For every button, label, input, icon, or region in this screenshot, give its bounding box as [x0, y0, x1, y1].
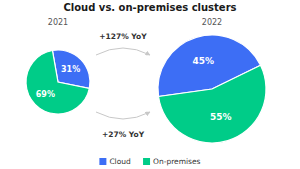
- arrow: [96, 112, 150, 119]
- chart: Cloud vs. on-premises clusters 2021 31% 69%…: [0, 0, 300, 169]
- data-label: 45%: [193, 56, 215, 66]
- legend: Cloud On-premises: [99, 157, 200, 166]
- pie: 31% 69%: [26, 50, 90, 114]
- arrow: [96, 48, 150, 55]
- legend-swatch: [143, 158, 150, 165]
- slice: [159, 65, 266, 143]
- legend-swatch: [99, 158, 106, 165]
- data-label: 69%: [36, 90, 55, 99]
- pie: 45% 55%: [158, 35, 266, 143]
- annotation: +127% YoY: [99, 32, 147, 41]
- data-label: 55%: [210, 112, 232, 122]
- legend-label: On-premises: [153, 157, 201, 166]
- slice: [26, 50, 89, 114]
- title: Cloud vs. on-premises clusters: [63, 2, 236, 13]
- annotation: +27% YoY: [102, 130, 145, 139]
- legend-label: Cloud: [109, 157, 131, 166]
- legend-item: Cloud: [99, 157, 131, 166]
- subtitle: 2021: [48, 18, 68, 27]
- legend-item: On-premises: [143, 157, 201, 166]
- subtitle: 2022: [202, 18, 222, 27]
- data-label: 31%: [61, 65, 80, 74]
